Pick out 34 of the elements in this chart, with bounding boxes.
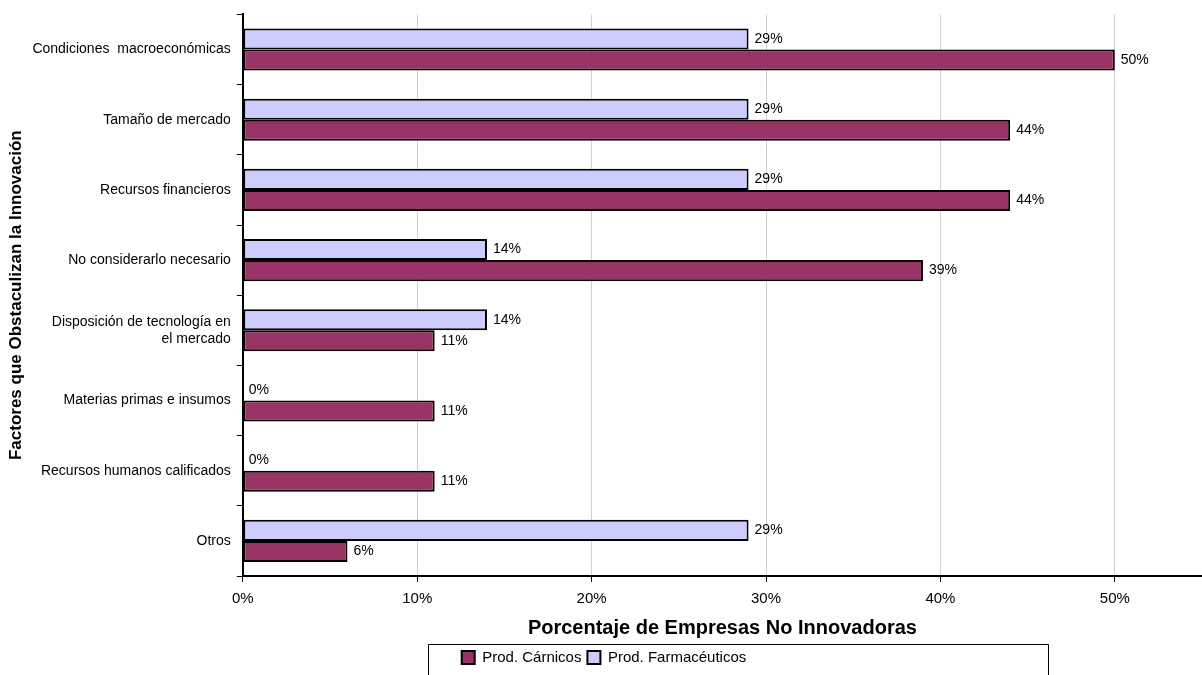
data-label: 44% [1016,121,1045,138]
data-label: 0% [248,451,270,468]
y-tick-label: Disposición de tecnología en el mercado [51,312,232,346]
data-label: 14% [492,310,522,327]
data-label: 29% [754,29,783,46]
data-label: 44% [1016,191,1045,208]
data-label: 50% [1120,50,1149,67]
y-axis-title: Factores que Obstaculizan la Innovación [5,130,25,461]
data-label: 29% [754,100,783,117]
x-tick-label: 10% [402,589,433,607]
data-label: 11% [440,472,468,489]
x-tick-label: 30% [751,589,782,607]
data-label: 11% [440,331,468,348]
y-tick-label: Materias primas e insumos [63,391,231,408]
data-label: 39% [928,261,957,278]
legend-label: Prod. Farmacéuticos [607,647,747,665]
y-tick-label: Condiciones macroeconómicas [32,40,231,57]
data-label: 29% [754,170,783,187]
x-tick-label: 40% [925,589,956,607]
data-label: 29% [754,521,783,538]
y-tick-label: Recursos humanos calificados [40,461,231,478]
data-label: 11% [440,401,468,418]
y-tick-label: Recursos financieros [100,180,231,197]
x-tick-label: 20% [576,589,607,607]
x-tick-label: 0% [231,589,254,607]
data-label: 0% [248,380,270,397]
legend-label: Prod. Cárnicos [482,647,582,665]
data-label: 14% [492,240,522,257]
y-tick-label: Otros [196,531,231,548]
y-tick-label: No considerarlo necesario [68,250,232,267]
x-tick-label: 50% [1099,589,1130,607]
x-axis-title: Porcentaje de Empresas No Innovadoras [527,615,917,638]
data-label: 6% [353,542,374,559]
y-tick-label: Tamaño de mercado [103,110,232,127]
